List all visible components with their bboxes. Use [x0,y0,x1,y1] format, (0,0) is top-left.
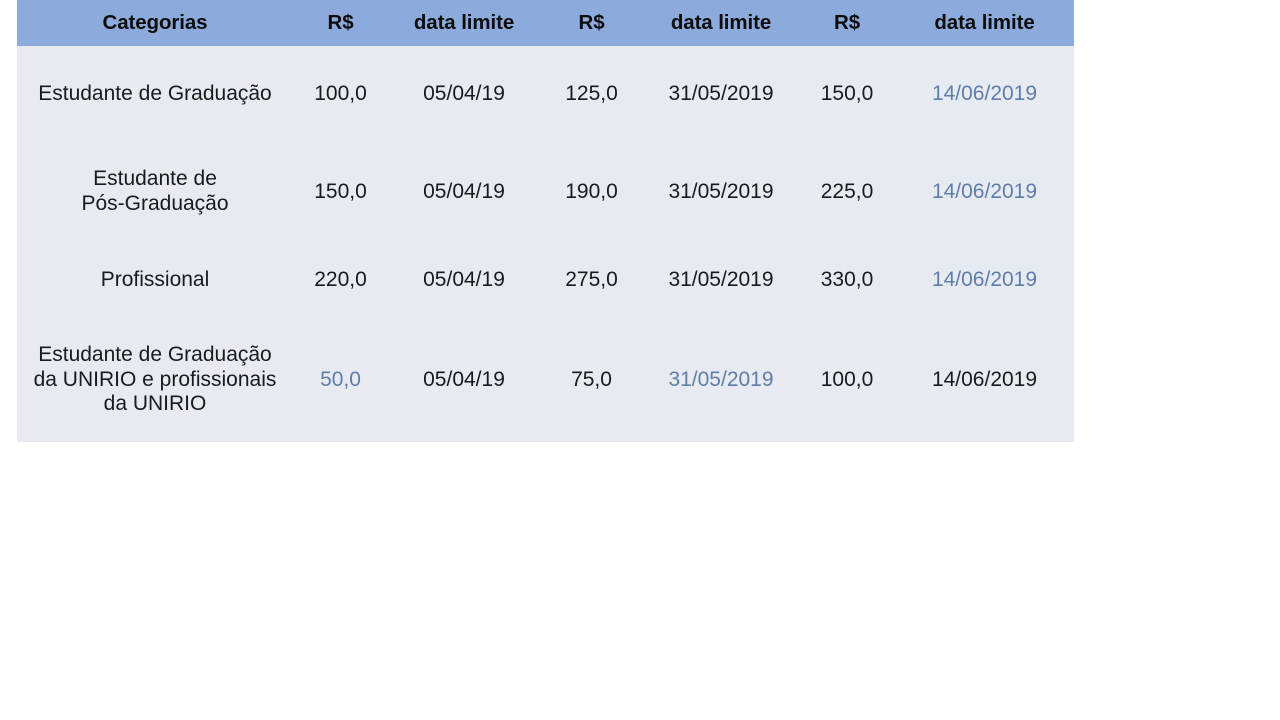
cell-categoria: Estudante de Graduação da UNIRIO e profis… [33,342,277,416]
cell-data-2: 31/05/2019 [668,81,774,105]
cell-valor-2: 125,0 [565,81,618,105]
cell-categoria: Estudante de Pós-Graduação [81,167,229,215]
fee-schedule-table: Categorias R$ data limite R$ data limite… [17,0,1074,442]
table-row: Profissional 220,0 05/04/19 275,0 31/05/… [17,242,1074,318]
cell-data-1: 05/04/19 [423,267,505,291]
header-data-limite-3: data limite [934,10,1035,34]
cell-data-2: 31/05/2019 [668,267,774,291]
table-body: Estudante de Graduação 100,0 05/04/19 12… [17,46,1074,442]
table-header: Categorias R$ data limite R$ data limite… [17,0,1074,46]
table-row: Estudante de Graduação 100,0 05/04/19 12… [17,46,1074,142]
cell-data-2: 31/05/2019 [668,179,774,203]
table-row: Estudante de Pós-Graduação 150,0 05/04/19… [17,142,1074,242]
cell-valor-1: 220,0 [314,267,367,291]
cell-data-1: 05/04/19 [423,367,505,391]
cell-valor-2: 190,0 [565,179,618,203]
cell-valor-3: 225,0 [820,179,874,203]
cell-valor-3: 100,0 [820,367,874,391]
cell-categoria: Profissional [100,267,210,291]
header-data-limite-2: data limite [670,10,772,34]
cell-data-2: 31/05/2019 [668,367,774,391]
cell-valor-1: 150,0 [314,179,367,203]
header-row: Categorias R$ data limite R$ data limite… [17,0,1074,46]
header-categorias: Categorias [102,10,208,34]
cell-valor-3: 330,0 [820,267,874,291]
cell-valor-3: 150,0 [820,81,874,105]
cell-valor-2: 75,0 [571,367,612,391]
header-rs-2: R$ [578,10,605,34]
cell-valor-2: 275,0 [565,267,618,291]
cell-categoria: Estudante de Graduação [38,81,272,105]
header-rs-3: R$ [833,10,860,34]
table-row: Estudante de Graduação da UNIRIO e profis… [17,318,1074,442]
header-rs-1: R$ [327,10,354,34]
cell-data-1: 05/04/19 [423,179,505,203]
cell-data-3: 14/06/2019 [931,367,1038,391]
cell-data-3: 14/06/2019 [931,81,1038,105]
cell-valor-1: 50,0 [320,367,361,391]
cell-data-1: 05/04/19 [423,81,505,105]
cell-data-3: 14/06/2019 [931,179,1038,203]
header-data-limite-1: data limite [413,10,515,34]
cell-data-3: 14/06/2019 [931,267,1038,291]
cell-valor-1: 100,0 [314,81,367,105]
